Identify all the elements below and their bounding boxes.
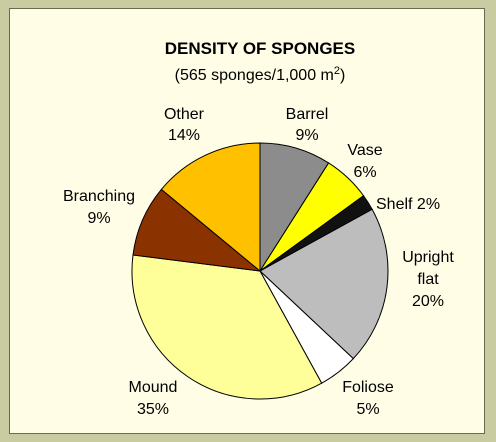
label-mound-pct: 35% (137, 401, 169, 418)
label-foliose-pct: 5% (356, 401, 379, 418)
label-vase-name: Vase (347, 142, 382, 159)
chart-title: DENSITY OF SPONGES (165, 39, 356, 58)
label-other-pct: 14% (168, 127, 200, 144)
label-barrel-name: Barrel (286, 106, 329, 123)
label-upright-line2: flat (417, 271, 439, 288)
pie-slice-other (160, 142, 261, 273)
subtitle-prefix: (565 sponges/1,000 m (175, 67, 334, 84)
label-vase-pct: 6% (353, 164, 376, 181)
label-branching-pct: 9% (87, 210, 110, 227)
label-barrel-pct: 9% (295, 127, 318, 144)
pie-slice-mound (131, 254, 323, 400)
subtitle-suffix: ) (340, 67, 345, 84)
pie-slices (131, 142, 389, 400)
chart-subtitle: (565 sponges/1,000 m2) (175, 65, 346, 84)
label-shelf: Shelf 2% (376, 196, 440, 213)
label-mound-name: Mound (129, 379, 178, 396)
subtitle-superscript: 2 (334, 65, 340, 77)
label-upright-pct: 20% (412, 293, 444, 310)
label-other-name: Other (164, 106, 205, 123)
label-branching-name: Branching (63, 188, 135, 205)
label-upright-line1: Upright (402, 249, 454, 266)
label-foliose-name: Foliose (342, 379, 394, 396)
pie-slice-upright-flat (259, 208, 389, 360)
